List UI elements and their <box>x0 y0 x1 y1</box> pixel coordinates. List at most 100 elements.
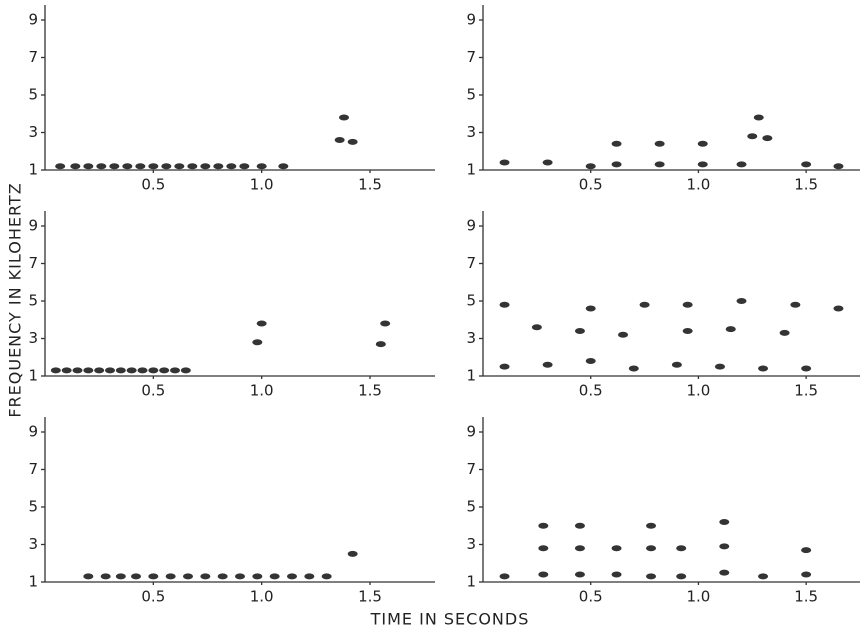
x-tick-label: 1.0 <box>250 176 274 194</box>
spectral-mark <box>122 163 132 169</box>
x-tick-label: 1.0 <box>686 588 710 606</box>
spectral-mark <box>252 573 262 579</box>
y-tick-label: 5 <box>28 86 38 104</box>
spectral-mark <box>747 133 757 139</box>
spectral-mark <box>109 163 119 169</box>
y-tick-label: 1 <box>28 573 38 591</box>
x-tick-label: 1.0 <box>250 588 274 606</box>
spectral-mark <box>380 321 390 327</box>
y-tick-label: 1 <box>466 367 476 385</box>
spectral-mark <box>270 573 280 579</box>
spectral-mark <box>322 573 332 579</box>
x-tick-label: 1.5 <box>794 176 818 194</box>
y-axis-label: FREQUENCY IN KILOHERTZ <box>6 182 25 417</box>
spectral-mark <box>278 163 288 169</box>
spectral-mark <box>683 302 693 308</box>
y-tick-label: 5 <box>466 86 476 104</box>
spectral-mark <box>500 160 510 166</box>
spectral-mark <box>758 366 768 372</box>
spectral-mark <box>135 163 145 169</box>
spectral-mark <box>83 163 93 169</box>
y-tick-label: 5 <box>466 498 476 516</box>
spectral-mark <box>174 163 184 169</box>
spectral-mark <box>719 543 729 549</box>
y-tick-label: 3 <box>466 535 476 553</box>
spectral-mark <box>166 573 176 579</box>
x-tick-label: 1.5 <box>358 176 382 194</box>
y-tick-label: 3 <box>28 329 38 347</box>
spectral-mark <box>55 163 65 169</box>
spectral-mark <box>148 367 158 373</box>
spectral-mark <box>758 573 768 579</box>
y-tick-label: 1 <box>28 161 38 179</box>
spectral-mark <box>116 367 126 373</box>
spectral-mark <box>339 115 349 121</box>
spectral-mark <box>790 302 800 308</box>
spectral-mark <box>655 141 665 147</box>
spectral-mark <box>801 366 811 372</box>
y-tick-label: 1 <box>466 161 476 179</box>
spectral-mark <box>618 332 628 338</box>
x-tick-label: 1.5 <box>794 588 818 606</box>
spectral-mark <box>51 367 61 373</box>
x-tick-label: 0.5 <box>579 176 603 194</box>
spectral-mark <box>500 573 510 579</box>
spectral-mark <box>538 572 548 578</box>
spectral-mark <box>161 163 171 169</box>
x-tick-label: 1.0 <box>686 176 710 194</box>
spectral-mark <box>348 551 358 557</box>
y-tick-label: 9 <box>28 11 38 29</box>
y-tick-label: 5 <box>466 292 476 310</box>
x-tick-label: 0.5 <box>141 588 165 606</box>
spectral-mark <box>780 330 790 336</box>
spectral-mark <box>218 573 228 579</box>
spectral-mark <box>116 573 126 579</box>
y-tick-label: 7 <box>28 254 38 272</box>
spectral-mark <box>676 573 686 579</box>
figure: FREQUENCY IN KILOHERTZ TIME IN SECONDS 1… <box>0 0 864 634</box>
spectral-mark <box>500 302 510 308</box>
spectral-mark <box>127 367 137 373</box>
x-tick-label: 0.5 <box>141 176 165 194</box>
x-tick-label: 1.0 <box>686 382 710 400</box>
spectral-mark <box>187 163 197 169</box>
spectral-mark <box>148 163 158 169</box>
x-tick-label: 1.5 <box>358 588 382 606</box>
spectral-mark <box>719 570 729 576</box>
spectral-mark <box>801 161 811 167</box>
y-tick-label: 3 <box>28 535 38 553</box>
y-tick-label: 5 <box>28 498 38 516</box>
spectral-mark <box>715 364 725 370</box>
spectral-mark <box>101 573 111 579</box>
x-tick-label: 0.5 <box>579 588 603 606</box>
spectral-mark <box>96 163 106 169</box>
spectral-mark <box>683 328 693 334</box>
spectral-mark <box>148 573 158 579</box>
spectral-mark <box>801 572 811 578</box>
spectral-mark <box>200 163 210 169</box>
y-tick-label: 9 <box>28 423 38 441</box>
spectral-mark <box>612 572 622 578</box>
y-tick-label: 1 <box>466 573 476 591</box>
spectral-mark <box>239 163 249 169</box>
spectral-mark <box>213 163 223 169</box>
spectral-mark <box>646 573 656 579</box>
spectral-mark <box>833 163 843 169</box>
spectral-mark <box>586 163 596 169</box>
spectral-mark <box>376 341 386 347</box>
y-tick-label: 1 <box>28 367 38 385</box>
spectral-mark <box>719 519 729 525</box>
spectral-mark <box>726 326 736 332</box>
spectral-mark <box>640 302 650 308</box>
spectral-mark <box>655 161 665 167</box>
x-tick-label: 0.5 <box>579 382 603 400</box>
spectral-mark <box>575 523 585 529</box>
spectral-mark <box>538 545 548 551</box>
spectral-mark <box>698 141 708 147</box>
spectral-mark <box>646 523 656 529</box>
spectral-mark <box>538 523 548 529</box>
y-tick-label: 3 <box>466 123 476 141</box>
spectral-mark <box>200 573 210 579</box>
y-tick-label: 7 <box>466 460 476 478</box>
spectral-mark <box>226 163 236 169</box>
